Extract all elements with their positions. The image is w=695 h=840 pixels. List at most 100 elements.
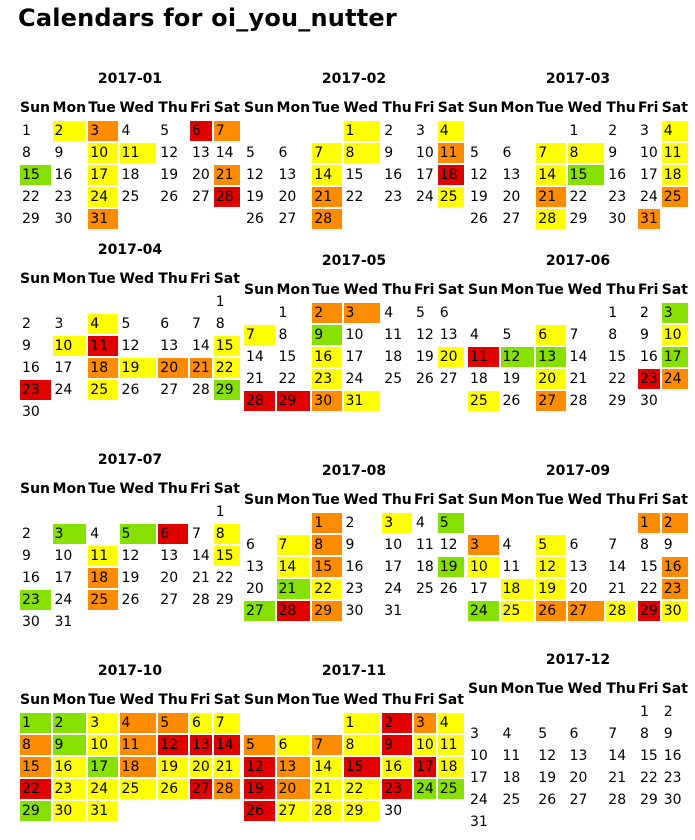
day-cell: 13 xyxy=(439,327,458,343)
month-table: Sun Mon Tue Wed Thu Fri Sat 1 2 3 4 5 6 7 8 9 10 11 12 13 14… xyxy=(466,277,690,413)
day-cell: 25 xyxy=(416,581,434,597)
day-cell: 16 xyxy=(661,557,688,577)
day-cell: 1 xyxy=(215,294,225,310)
day-cell: 19 xyxy=(246,189,264,205)
empty-cell xyxy=(120,292,157,312)
day-cell: 20 xyxy=(437,347,464,367)
day-cell: 4 xyxy=(416,515,425,531)
empty-cell xyxy=(158,292,188,312)
day-cell: 28 xyxy=(536,209,566,229)
day-cell: 19 xyxy=(416,349,434,365)
weekday-header: Wed xyxy=(119,692,154,708)
day-cell: 7 xyxy=(276,535,311,555)
day-cell: 27 xyxy=(567,601,605,621)
day-cell: 9 xyxy=(54,145,64,161)
month-table: Sun Mon Tue Wed Thu Fri Sat 1 2 3 4 5 6 7 8 9 10 11 12 13 14… xyxy=(242,487,466,623)
day-cell: 24 xyxy=(88,779,118,799)
month-table: Sun Mon Tue Wed Thu Fri Sat 1 2 3 4 5 6 7 8 9 10 11 12 13 14… xyxy=(242,277,466,413)
day-cell: 31 xyxy=(638,209,660,229)
day-cell: 2 xyxy=(661,513,688,533)
day-cell: 10 xyxy=(384,537,403,553)
week-row: 23 24 25 26 27 28 29 xyxy=(20,380,240,400)
empty-cell xyxy=(190,209,212,229)
month-calendar-2017-04: 2017-04 Sun Mon Tue Wed Thu Fri Sat 1 2 3 4 5 6 7 8 9 10 1… xyxy=(18,240,242,424)
day-cell: 2 xyxy=(52,121,87,141)
day-cell: 26 xyxy=(502,393,521,409)
week-row: 28 29 30 31 xyxy=(244,391,464,411)
day-cell: 5 xyxy=(536,535,566,555)
empty-cell xyxy=(190,292,212,312)
day-cell: 1 xyxy=(343,121,381,141)
day-cell: 27 xyxy=(190,779,212,799)
day-cell: 3 xyxy=(54,316,64,332)
weekday-header: Wed xyxy=(343,692,378,708)
day-cell: 2 xyxy=(382,713,413,733)
day-cell: 7 xyxy=(608,537,618,553)
day-cell: 14 xyxy=(608,559,627,575)
week-row: 16 17 18 19 20 21 22 xyxy=(20,568,240,588)
day-cell: 31 xyxy=(470,814,488,830)
empty-cell xyxy=(53,502,87,522)
weekday-header: Fri xyxy=(414,100,435,116)
day-cell: 30 xyxy=(663,792,682,808)
month-calendar-2017-05: 2017-05 Sun Mon Tue Wed Thu Fri Sat 1 2 3 4 5 6 7 8 9 10 1… xyxy=(242,251,466,413)
day-cell: 19 xyxy=(119,358,157,378)
day-cell: 23 xyxy=(382,779,413,799)
day-cell: 19 xyxy=(470,189,488,205)
weekday-header: Wed xyxy=(567,282,602,298)
weekday-header: Sun xyxy=(244,692,275,708)
day-cell: 29 xyxy=(276,391,311,411)
day-cell: 15 xyxy=(20,757,51,777)
weekday-header: Tue xyxy=(88,692,116,708)
empty-cell xyxy=(53,402,87,422)
day-cell: 25 xyxy=(437,187,464,207)
empty-cell xyxy=(158,209,188,229)
day-cell: 29 xyxy=(215,592,234,608)
empty-cell xyxy=(158,612,188,632)
day-cell: 20 xyxy=(192,167,210,183)
day-cell: 21 xyxy=(608,581,627,597)
day-cell: 11 xyxy=(502,559,521,575)
day-cell: 17 xyxy=(54,570,73,586)
day-cell: 2 xyxy=(640,305,649,321)
month-title: 2017-07 xyxy=(97,452,163,468)
empty-cell xyxy=(662,391,688,411)
weekday-header: Sat xyxy=(437,282,464,298)
day-cell: 10 xyxy=(640,145,658,161)
weekday-header: Thu xyxy=(382,100,412,116)
day-cell: 29 xyxy=(312,601,342,621)
week-row: 9 10 11 12 13 14 15 xyxy=(20,336,240,356)
empty-cell xyxy=(536,702,565,722)
day-cell: 25 xyxy=(661,187,688,207)
empty-cell xyxy=(438,601,464,621)
day-cell: 16 xyxy=(22,570,40,586)
weekday-header: Tue xyxy=(312,692,340,708)
weekday-header: Sun xyxy=(244,492,275,508)
day-cell: 21 xyxy=(213,757,240,777)
day-cell: 28 xyxy=(312,801,342,821)
day-cell: 25 xyxy=(88,380,118,400)
empty-cell xyxy=(414,601,436,621)
empty-cell xyxy=(244,121,275,141)
day-cell: 9 xyxy=(22,338,31,354)
day-cell: 22 xyxy=(22,189,40,205)
day-cell: 26 xyxy=(538,792,557,808)
day-cell: 29 xyxy=(20,801,51,821)
weekday-header: Fri xyxy=(190,692,211,708)
day-cell: 12 xyxy=(538,748,557,764)
month-title: 2017-12 xyxy=(545,652,611,668)
weekday-header: Fri xyxy=(638,100,659,116)
day-cell: 9 xyxy=(640,327,649,343)
empty-cell xyxy=(120,502,157,522)
day-cell: 26 xyxy=(246,211,264,227)
day-cell: 15 xyxy=(343,757,381,777)
day-cell: 23 xyxy=(663,770,682,786)
day-cell: 5 xyxy=(246,145,255,161)
weekday-header: Thu xyxy=(606,100,636,116)
day-cell: 8 xyxy=(343,735,381,755)
day-cell: 7 xyxy=(569,327,579,343)
empty-cell xyxy=(501,303,535,323)
empty-cell xyxy=(606,513,636,533)
